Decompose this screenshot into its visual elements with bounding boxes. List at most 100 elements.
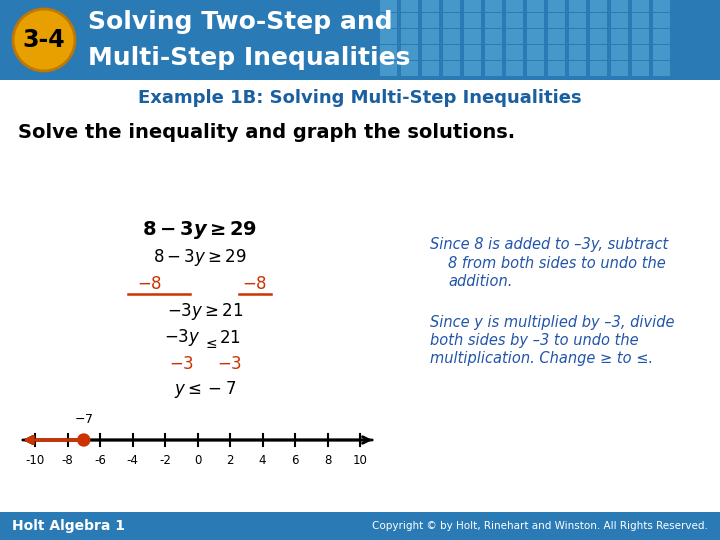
Bar — [506, 0, 523, 12]
Bar — [380, 0, 397, 12]
Bar — [590, 13, 607, 28]
Text: Multi-Step Inequalities: Multi-Step Inequalities — [88, 46, 410, 70]
Text: $8 - 3y \geq 29$: $8 - 3y \geq 29$ — [153, 246, 247, 267]
Text: -8: -8 — [62, 454, 73, 467]
Bar — [611, 29, 628, 44]
Bar — [653, 29, 670, 44]
Bar — [653, 45, 670, 60]
Bar — [380, 29, 397, 44]
Text: -10: -10 — [25, 454, 45, 467]
Bar — [485, 45, 502, 60]
Bar — [569, 13, 586, 28]
Bar — [527, 0, 544, 12]
Bar — [632, 13, 649, 28]
Text: addition.: addition. — [448, 273, 513, 288]
Bar — [548, 13, 565, 28]
Bar — [401, 61, 418, 76]
Bar — [401, 0, 418, 12]
Bar — [0, 512, 720, 540]
Bar — [506, 13, 523, 28]
Bar — [611, 13, 628, 28]
Bar — [611, 45, 628, 60]
Bar — [422, 45, 439, 60]
Bar — [527, 45, 544, 60]
Text: $-8$: $-8$ — [243, 275, 268, 293]
Text: Copyright © by Holt, Rinehart and Winston. All Rights Reserved.: Copyright © by Holt, Rinehart and Winsto… — [372, 521, 708, 531]
Bar — [443, 61, 460, 76]
Bar — [380, 13, 397, 28]
Bar — [632, 29, 649, 44]
Bar — [464, 0, 481, 12]
Text: 4: 4 — [258, 454, 266, 467]
Bar — [527, 29, 544, 44]
Bar — [401, 13, 418, 28]
Text: multiplication. Change ≥ to ≤.: multiplication. Change ≥ to ≤. — [430, 350, 653, 366]
Bar — [443, 0, 460, 12]
Text: $y \leq -7$: $y \leq -7$ — [174, 380, 236, 401]
Bar — [401, 45, 418, 60]
Bar — [485, 0, 502, 12]
Bar — [590, 29, 607, 44]
Bar — [422, 0, 439, 12]
Bar — [422, 13, 439, 28]
Text: Solving Two-Step and: Solving Two-Step and — [88, 10, 392, 34]
Bar — [443, 13, 460, 28]
Bar — [380, 61, 397, 76]
Text: 2: 2 — [226, 454, 234, 467]
Text: -6: -6 — [94, 454, 106, 467]
Text: $21$: $21$ — [219, 329, 241, 347]
Bar — [548, 45, 565, 60]
Bar — [590, 45, 607, 60]
Text: -2: -2 — [159, 454, 171, 467]
Text: Since 8 is added to –3y, subtract: Since 8 is added to –3y, subtract — [430, 238, 668, 253]
Circle shape — [78, 434, 90, 446]
Text: Since y is multiplied by –3, divide: Since y is multiplied by –3, divide — [430, 314, 675, 329]
Bar — [464, 61, 481, 76]
Text: Holt Algebra 1: Holt Algebra 1 — [12, 519, 125, 533]
Bar — [422, 61, 439, 76]
Bar — [464, 29, 481, 44]
Bar — [0, 0, 720, 80]
Text: 10: 10 — [353, 454, 367, 467]
Bar — [527, 61, 544, 76]
Ellipse shape — [13, 9, 75, 71]
Bar — [569, 61, 586, 76]
Text: $-8$: $-8$ — [138, 275, 163, 293]
Bar — [569, 0, 586, 12]
Bar — [485, 29, 502, 44]
Text: $-3y \geq 21$: $-3y \geq 21$ — [167, 301, 243, 322]
Bar — [590, 61, 607, 76]
Bar — [653, 13, 670, 28]
Bar — [443, 29, 460, 44]
Bar — [611, 61, 628, 76]
Bar — [548, 61, 565, 76]
Bar — [464, 45, 481, 60]
Text: 6: 6 — [292, 454, 299, 467]
Bar — [548, 0, 565, 12]
Text: $\leq$: $\leq$ — [202, 337, 217, 351]
Bar — [443, 45, 460, 60]
Text: $\mathbf{8 - 3}$$\boldsymbol{y}$$\mathbf{\geq 29}$: $\mathbf{8 - 3}$$\boldsymbol{y}$$\mathbf… — [143, 219, 258, 241]
Bar — [464, 13, 481, 28]
Bar — [485, 13, 502, 28]
Text: 0: 0 — [194, 454, 201, 467]
Text: Solve the inequality and graph the solutions.: Solve the inequality and graph the solut… — [18, 123, 515, 141]
Bar — [401, 29, 418, 44]
Bar — [506, 61, 523, 76]
Text: -4: -4 — [127, 454, 138, 467]
Text: $-3y$: $-3y$ — [163, 327, 200, 348]
Text: Example 1B: Solving Multi-Step Inequalities: Example 1B: Solving Multi-Step Inequalit… — [138, 89, 582, 107]
Text: $-7$: $-7$ — [74, 413, 94, 426]
Bar — [653, 61, 670, 76]
Text: both sides by –3 to undo the: both sides by –3 to undo the — [430, 333, 639, 348]
Bar — [590, 0, 607, 12]
Bar — [632, 45, 649, 60]
Bar — [380, 45, 397, 60]
Text: 8: 8 — [324, 454, 331, 467]
Bar — [485, 61, 502, 76]
Bar — [653, 0, 670, 12]
Bar — [611, 0, 628, 12]
Text: $-3$: $-3$ — [169, 355, 194, 373]
Bar — [632, 61, 649, 76]
Bar — [506, 29, 523, 44]
